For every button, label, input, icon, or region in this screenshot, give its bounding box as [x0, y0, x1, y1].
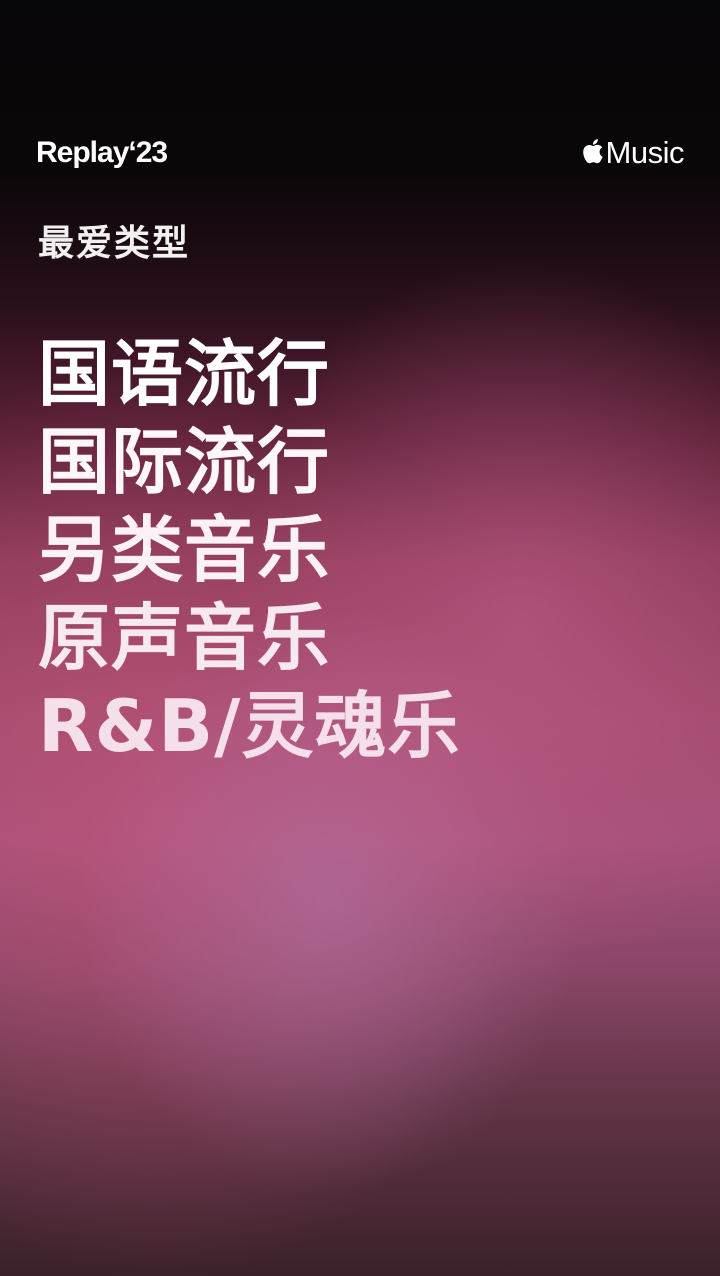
genre-item-4: 原声音乐 — [38, 596, 331, 680]
replay-logo: Replay‘23 — [36, 136, 168, 169]
genre-item-3: 另类音乐 — [38, 508, 331, 592]
section-title: 最爱类型 — [38, 223, 191, 264]
apple-music-logo: Music — [580, 135, 685, 171]
genre-item-1: 国语流行 — [38, 332, 331, 416]
apple-icon — [582, 139, 603, 164]
music-logo-text: Music — [605, 135, 685, 170]
genre-list: 国语流行 国际流行 另类音乐 原声音乐 R&B/灵魂乐 — [38, 330, 460, 770]
genre-item-2: 国际流行 — [38, 420, 331, 504]
genre-item-5: R&B/灵魂乐 — [38, 684, 461, 768]
header: Replay‘23 Music — [36, 132, 685, 174]
